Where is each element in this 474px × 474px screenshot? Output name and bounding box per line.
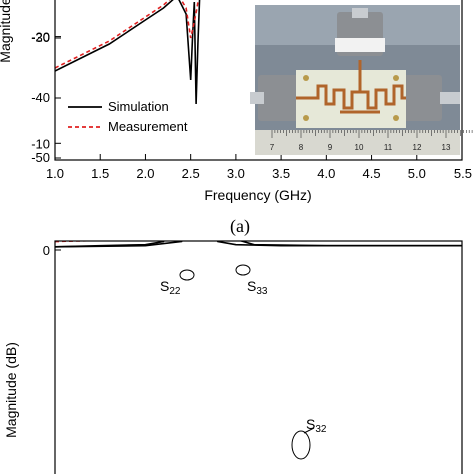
annotation-s32-base: S — [306, 416, 315, 432]
ruler-label: 9 — [328, 143, 333, 152]
top-x-tick-label: 1.5 — [91, 166, 109, 181]
bottom-plot-area — [55, 241, 462, 248]
annotation-s33-base: S — [247, 278, 256, 294]
top-x-axis-label: Frequency (GHz) — [204, 187, 311, 203]
microstrip-circuit — [296, 60, 406, 114]
top-chart: -30 -40 -50 1.0 1.5 2.0 2.5 3.0 3.5 4.0 4.5 5.0 5.5… — [0, 0, 473, 203]
top-x-tick-label: 2.5 — [182, 166, 200, 181]
right-connector — [400, 75, 442, 121]
ruler-label: 12 — [413, 143, 422, 152]
svg-text:S33: S33 — [247, 278, 268, 297]
bottom-y-axis: 0 -10 -20-30 -40 -50 — [31, 30, 61, 258]
legend: Simulation Measurement — [68, 99, 188, 134]
bottom-plot-frame — [54, 240, 463, 474]
bottom-chart: 0-10-20-30-40-50 Magnitude (dB) S22 S33 … — [3, 30, 463, 474]
ruler-label: 7 — [270, 143, 275, 152]
top-y-tick-label: -50 — [31, 150, 50, 165]
top-x-tick-label: 3.0 — [227, 166, 245, 181]
top-y-tick-label: -40 — [31, 90, 50, 105]
legend-label-measurement: Measurement — [108, 119, 188, 134]
bottom-y-axis-label: Magnitude (dB) — [3, 342, 19, 438]
top-x-tick-label: 1.0 — [46, 166, 64, 181]
annotation-s32-sub: 32 — [315, 424, 327, 435]
bottom-y-tick-label: -10 — [31, 136, 50, 151]
svg-text:S22: S22 — [160, 278, 181, 297]
bottom-series-s33-simulation — [55, 241, 462, 248]
ruler — [255, 130, 460, 155]
ruler-label: 8 — [299, 143, 304, 152]
top-y-axis-label: Magnitude — [0, 0, 13, 63]
svg-text:S32: S32 — [306, 416, 327, 435]
left-connector — [258, 75, 300, 121]
annotation-s33: S33 — [235, 264, 268, 297]
ruler-label: 10 — [355, 143, 364, 152]
annotation-s33-sub: 33 — [256, 286, 268, 297]
top-x-tick-label: 2.0 — [136, 166, 154, 181]
top-x-tick-label: 4.0 — [317, 166, 335, 181]
panel-label-a: (a) — [230, 216, 250, 237]
top-x-tick-label: 5.0 — [408, 166, 426, 181]
top-x-tick-label: 3.5 — [272, 166, 290, 181]
bottom-y-tick-label: -20 — [31, 30, 50, 45]
top-x-axis: 1.0 1.5 2.0 2.5 3.0 3.5 4.0 4.5 5.0 5.5 — [46, 154, 472, 181]
top-y-tick-label: -30 — [31, 30, 50, 45]
annotation-s22-base: S — [160, 278, 169, 294]
top-series-simulation — [55, 0, 201, 105]
top-y-axis: -30 -40 -50 — [31, 30, 61, 165]
top-series-measurement — [55, 0, 200, 69]
bottom-y-tick-label: 0 — [43, 243, 50, 258]
top-x-tick-label: 4.5 — [363, 166, 381, 181]
annotation-s32: S32 — [291, 416, 327, 460]
top-x-tick-label: 5.5 — [454, 166, 472, 181]
legend-label-simulation: Simulation — [108, 99, 169, 114]
top-plot-area — [55, 0, 201, 105]
top-plot-frame — [54, 0, 463, 161]
ruler-label: 13 — [442, 143, 451, 152]
ruler-label: 11 — [384, 143, 393, 152]
device-photo: 7 8 9 10 11 12 13 — [250, 5, 473, 155]
annotation-s22-sub: 22 — [169, 286, 181, 297]
annotation-s22: S22 — [160, 269, 195, 297]
